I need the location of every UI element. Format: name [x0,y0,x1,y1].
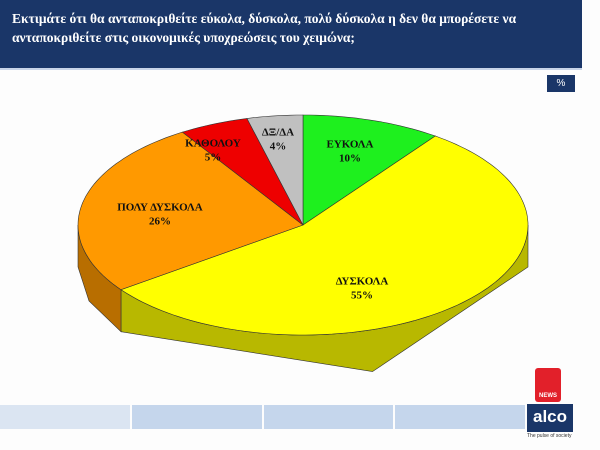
slice-label: ΚΑΘΟΛΟΥ [185,138,241,150]
footer-strip [0,405,525,429]
value-label: 4% [270,141,287,153]
value-label: 10% [339,153,361,165]
slice [120,135,529,336]
slice [246,114,304,226]
value-label: 26% [149,216,171,228]
slice-label: ΠΟΛΥ ΔΥΣΚΟΛΑ [117,202,203,214]
slice [77,131,304,291]
brand-logo: alco [527,404,573,432]
slice-label: ΕΥΚΟΛΑ [327,139,374,151]
chart-title: Εκτιμάτε ότι θα ανταποκριθείτε εύκολα, δ… [12,11,517,45]
value-label: 55% [351,290,373,302]
brand-tagline: The pulse of society [527,433,572,439]
value-label: 5% [205,152,222,164]
slice-label: ΔΥΣΚΟΛΑ [336,276,389,288]
slice [181,118,304,226]
slice-label: ΔΞ/ΔΑ [262,127,294,139]
news-logo: NEWS [535,368,561,402]
unit-badge: % [547,75,575,92]
title-banner: Εκτιμάτε ότι θα ανταποκριθείτε εύκολα, δ… [0,0,582,70]
slice [302,114,436,226]
